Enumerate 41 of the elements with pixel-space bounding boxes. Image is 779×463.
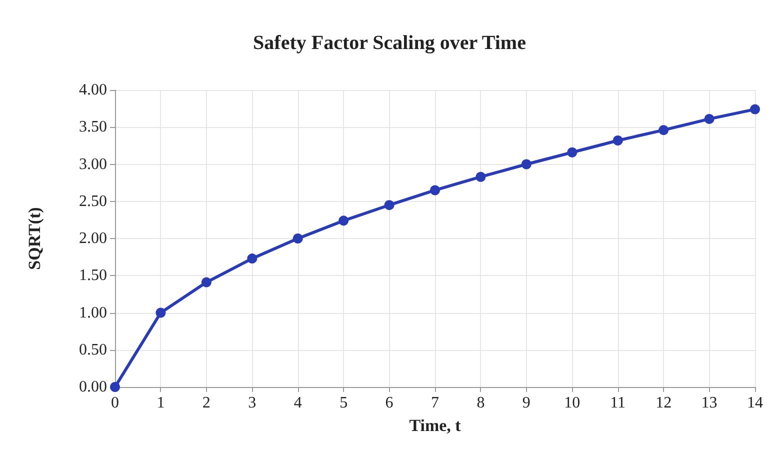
x-tick-label: 6 <box>385 394 394 412</box>
point <box>247 254 258 264</box>
y-tick-label: 3.00 <box>79 156 107 173</box>
point <box>567 147 578 158</box>
point <box>384 200 394 210</box>
y-tick-label: 2.50 <box>79 192 107 210</box>
y-tick-label: 1.50 <box>79 267 107 284</box>
y-tick-label: 0.00 <box>79 378 107 396</box>
point <box>750 104 760 114</box>
x-tick-label: 11 <box>610 394 626 412</box>
point <box>612 135 623 146</box>
y-tick-label: 4.00 <box>79 82 107 98</box>
x-tick-label: 13 <box>701 394 718 412</box>
point <box>658 125 669 136</box>
point <box>476 172 486 182</box>
y-tick-label: 1.00 <box>79 304 107 322</box>
point <box>704 114 714 124</box>
y-tick-label: 2.00 <box>79 230 107 247</box>
y-tick-label: 0.50 <box>79 341 107 358</box>
x-tick-label: 10 <box>564 394 580 412</box>
x-tick-label: 14 <box>747 394 763 412</box>
x-axis-title: Time, t <box>409 416 462 435</box>
point <box>201 277 212 288</box>
point <box>338 216 349 226</box>
point <box>521 159 532 170</box>
point <box>156 308 166 318</box>
x-tick-label: 12 <box>656 394 672 412</box>
x-tick-label: 2 <box>202 394 210 412</box>
x-tick-label: 0 <box>111 394 119 412</box>
chart-title: Safety Factor Scaling over Time <box>253 32 526 54</box>
x-tick-label: 8 <box>476 394 485 412</box>
x-tick-label: 7 <box>431 394 439 412</box>
y-axis-title: SQRT(t) <box>25 207 44 270</box>
y-tick-label: 3.50 <box>79 118 107 136</box>
point <box>430 185 440 196</box>
x-tick-label: 4 <box>294 394 302 412</box>
x-tick-label: 3 <box>248 394 256 412</box>
x-tick-label: 5 <box>340 394 348 412</box>
x-tick-label: 1 <box>156 394 165 412</box>
point <box>292 234 303 244</box>
x-tick-label: 9 <box>522 394 530 412</box>
